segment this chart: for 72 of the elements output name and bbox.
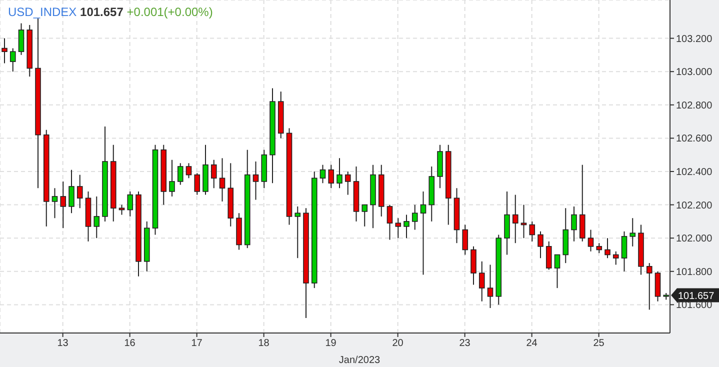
text: USD_INDEX [8,5,77,19]
candlestick [462,224,468,256]
candlestick [10,48,16,72]
candlestick [194,172,200,196]
candlestick [470,246,476,286]
text: 101.657 [678,291,715,302]
y-tick-label: 101.600 [676,300,713,312]
candlestick [60,180,66,229]
annotation: +0.001(+0.00%) [126,5,213,19]
candlestick [210,159,217,189]
candlestick [646,262,652,310]
candlestick [328,164,334,189]
candlestick [487,264,494,309]
candlestick [18,22,24,56]
y-tick-label: 102.400 [676,167,713,178]
candlestick [118,204,125,216]
candlestick [186,162,192,179]
y-tick-label: 102.800 [676,100,713,112]
candlestick [344,170,351,196]
candlestick [386,204,393,240]
x-tick-label: 20 [392,338,404,350]
candlestick [588,229,594,252]
x-tick-label: 25 [593,338,605,350]
candlestick [127,190,134,217]
candlestick [621,230,628,272]
candlestick [336,158,342,189]
x-tick-label: 23 [459,338,471,350]
candlestick [630,218,636,247]
candlestick [294,206,301,259]
candlestick [420,190,426,276]
candlestick [538,230,544,259]
candlestick [504,190,510,256]
candlestick [2,38,8,64]
y-tick-label: 101.800 [676,266,713,278]
y-tick-label: 102.200 [676,200,713,212]
candlestick [252,161,259,200]
x-axis-title: Jan/2023 [338,355,382,366]
candlestick [219,158,226,202]
candlestick [612,250,619,266]
y-tick-label: 103.000 [676,67,713,78]
candlestick [320,164,326,184]
candlestick [596,242,602,254]
candlestick [546,240,552,270]
candlestick [362,204,368,227]
candlestick [412,204,418,230]
candlestick [512,194,518,244]
candlestick [52,188,58,219]
x-tick-label: 18 [258,338,270,350]
candlestick [554,254,560,289]
candlestick [604,238,610,259]
x-tick-label: 24 [526,338,538,350]
candlestick [529,220,536,242]
x-tick-label: 16 [124,338,136,350]
candlestick [395,218,402,239]
y-tick-label: 103.200 [676,34,713,45]
candlestick [571,206,577,242]
candlestick [654,270,661,302]
y-tick-label: 102.600 [676,134,713,145]
candlestick [478,260,485,302]
x-tick-label: 17 [191,338,203,350]
candlestick [177,162,184,186]
candlestick [76,174,83,209]
x-tick-label: 19 [325,338,337,350]
candlestick [404,214,410,239]
x-tick-label: 13 [57,338,69,350]
candlestick [579,164,586,242]
y-tick-label: 102.000 [676,234,713,245]
candlestick [520,204,527,239]
candlestick [94,196,100,239]
candlestick [68,169,74,214]
text: 101.657 [80,5,124,19]
candlestick [169,159,175,197]
